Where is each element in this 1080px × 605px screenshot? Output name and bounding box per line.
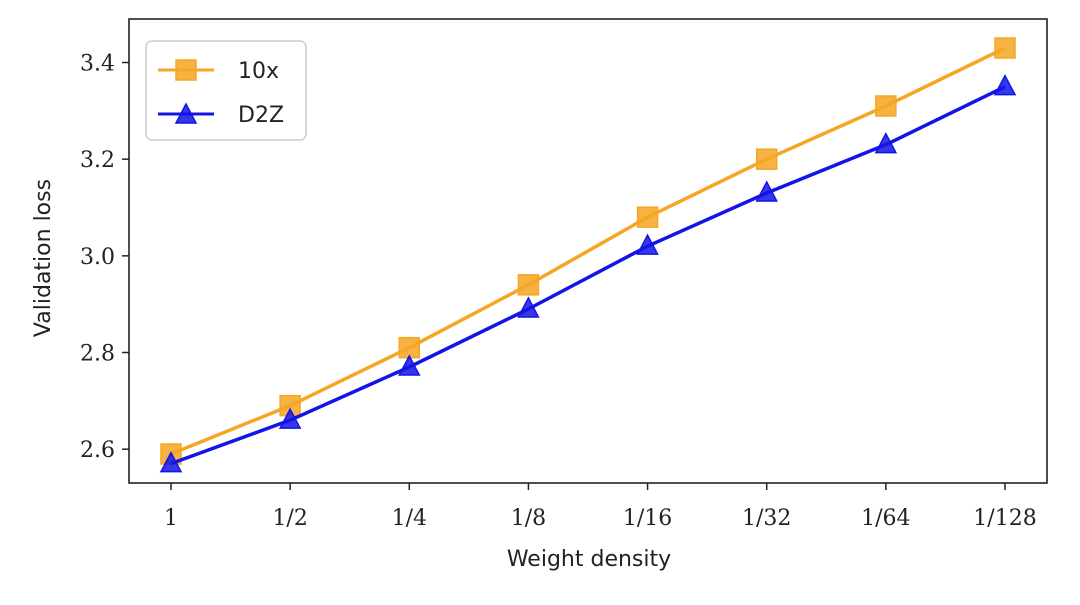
- data-point-square: [755, 148, 778, 170]
- legend-square-marker-icon: [175, 59, 197, 81]
- data-point-triangle: [159, 451, 183, 473]
- x-tick-label: 1/8: [511, 506, 546, 531]
- axis-ticks: [122, 61, 1006, 490]
- data-point-triangle: [874, 132, 898, 154]
- data-point-square: [875, 95, 897, 117]
- legend-entry-d2z: D2Z: [158, 102, 284, 128]
- series-d2z: [159, 74, 1017, 473]
- x-axis-title: Weight density: [507, 547, 671, 572]
- data-point-square: [517, 274, 540, 296]
- y-axis-title: Validation loss: [31, 179, 56, 337]
- legend-label-10x: 10x: [238, 59, 279, 84]
- x-tick-label: 1/128: [973, 506, 1036, 531]
- plot-frame: [128, 18, 1048, 484]
- x-tick-label: 1/2: [272, 506, 307, 531]
- legend: 10x D2Z: [145, 40, 307, 141]
- y-tick-labels: 2.6 2.8 3.0 3.2 3.4: [80, 52, 115, 464]
- y-tick-label: 3.4: [80, 52, 115, 77]
- legend-label-d2z: D2Z: [238, 103, 284, 128]
- series-line-10x: [170, 46, 1006, 456]
- series-line-d2z: [170, 85, 1006, 466]
- x-tick-labels: 1 1/2 1/4 1/8 1/16 1/32 1/64 1/128: [164, 506, 1037, 531]
- x-tick-label: 1: [164, 506, 178, 531]
- data-point-triangle: [398, 354, 421, 376]
- y-tick-label: 3.2: [80, 148, 115, 173]
- data-point-triangle: [278, 407, 302, 429]
- legend-entry-10x: 10x: [158, 59, 279, 84]
- data-point-square: [636, 206, 659, 228]
- y-tick-label: 2.6: [80, 438, 115, 463]
- x-tick-label: 1/64: [861, 506, 910, 531]
- x-tick-label: 1/16: [623, 506, 672, 531]
- series-layer: [159, 37, 1017, 473]
- x-tick-label: 1/32: [742, 506, 791, 531]
- legend-triangle-marker-icon: [174, 102, 198, 124]
- data-point-triangle: [636, 233, 659, 255]
- data-point-triangle: [517, 296, 540, 318]
- data-point-triangle: [755, 180, 778, 202]
- data-point-triangle: [993, 74, 1017, 96]
- data-point-square: [994, 37, 1016, 59]
- x-tick-label: 1/4: [392, 506, 427, 531]
- y-tick-label: 2.8: [80, 342, 115, 367]
- y-tick-label: 3.0: [80, 245, 115, 270]
